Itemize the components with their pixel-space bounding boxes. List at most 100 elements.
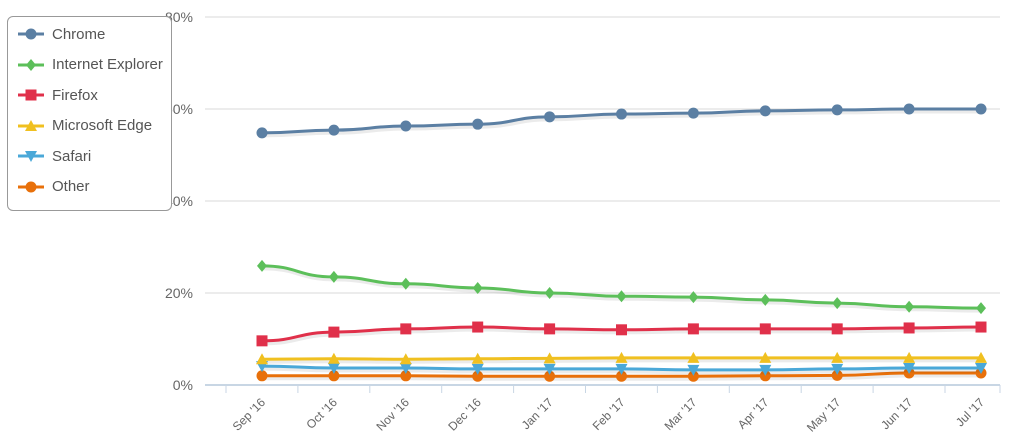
legend-square-icon (18, 89, 44, 101)
data-point (687, 351, 700, 363)
x-tick-label: Jun '17 (878, 395, 915, 432)
data-point (760, 293, 771, 306)
data-point (544, 323, 556, 335)
data-point (472, 370, 484, 382)
x-tick-label: Feb '17 (590, 395, 628, 433)
data-point (544, 287, 555, 299)
data-point (975, 103, 987, 115)
data-point (256, 370, 268, 382)
data-point (328, 370, 340, 382)
data-point (257, 259, 267, 272)
data-point (399, 362, 412, 374)
x-tick-label: Dec '16 (445, 395, 484, 434)
legend-item[interactable]: Other (18, 177, 90, 197)
data-point (400, 370, 412, 382)
data-point (687, 370, 699, 382)
legend-label: Microsoft Edge (52, 117, 153, 134)
x-tick-label: May '17 (804, 395, 844, 435)
legend: Chrome Internet Explorer Firefox Microsoft … (7, 16, 172, 211)
data-point (471, 363, 484, 375)
data-point (975, 351, 987, 363)
data-point (543, 363, 556, 375)
series-other (256, 367, 987, 382)
data-point (687, 364, 700, 376)
data-point (256, 127, 268, 139)
data-point (328, 270, 339, 283)
data-point (759, 351, 772, 363)
legend-item[interactable]: Internet Explorer (18, 55, 163, 75)
data-point (616, 324, 627, 336)
legend-circle-icon (18, 28, 44, 40)
x-tick-label: Jul '17 (953, 395, 987, 429)
data-point (832, 297, 843, 310)
data-point (327, 352, 340, 364)
data-point (903, 351, 916, 363)
data-point (831, 323, 843, 335)
data-point (759, 364, 772, 376)
data-point (400, 120, 412, 132)
data-point (544, 370, 556, 382)
data-point (975, 321, 987, 333)
data-point (831, 104, 843, 116)
series-chrome (256, 103, 987, 139)
data-point (615, 351, 628, 363)
legend-marker (25, 181, 37, 192)
data-point (687, 323, 699, 335)
x-tick-label: Sep '16 (230, 395, 269, 434)
legend-label: Chrome (52, 25, 106, 43)
x-tick-label: Mar '17 (662, 395, 700, 433)
legend-item[interactable]: Safari (18, 146, 91, 166)
data-point (256, 335, 268, 347)
legend-triangle-icon (18, 119, 44, 131)
data-point (687, 107, 699, 119)
legend-item[interactable]: Microsoft Edge (18, 116, 152, 136)
legend-marker (26, 58, 36, 71)
x-tick-label: Nov '16 (374, 395, 413, 434)
data-point (400, 323, 412, 335)
legend-label: Safari (52, 147, 92, 165)
data-point (903, 362, 916, 374)
legend-item[interactable]: Firefox (18, 85, 98, 105)
legend-marker (25, 119, 37, 131)
data-point (616, 108, 627, 120)
legend-marker (25, 151, 37, 162)
data-point (544, 111, 556, 123)
x-tick-label: Oct '16 (304, 395, 341, 432)
data-point (616, 370, 627, 382)
data-point (399, 353, 412, 365)
y-tick-label: 20% (165, 285, 193, 301)
x-tick-label: Apr '17 (735, 395, 772, 432)
data-point (472, 281, 483, 294)
data-point (543, 352, 556, 364)
series-internet-explorer (257, 259, 986, 315)
data-point (688, 291, 699, 304)
data-point (328, 124, 340, 136)
data-point (328, 326, 340, 338)
legend-diamond-icon (18, 58, 44, 71)
data-point (471, 352, 484, 364)
legend-triangle-down-icon (18, 151, 44, 162)
data-point (759, 105, 771, 117)
data-point (327, 362, 340, 374)
legend-label: Firefox (52, 86, 98, 104)
data-point (400, 277, 411, 290)
data-point (615, 363, 628, 375)
data-point (903, 103, 915, 115)
legend-item[interactable]: Chrome (18, 24, 105, 44)
data-point (759, 323, 771, 335)
legend-marker (25, 89, 37, 101)
legend-circle-icon (18, 181, 44, 192)
data-point (975, 362, 987, 374)
series-microsoft-edge (256, 351, 987, 365)
y-tick-label: 0% (173, 377, 193, 393)
series-safari (256, 361, 987, 376)
legend-marker (25, 28, 37, 40)
data-point (903, 322, 915, 334)
x-tick-label: Jan '17 (519, 395, 556, 432)
legend-label: Internet Explorer (52, 56, 163, 73)
legend-label: Other (52, 178, 90, 195)
data-point (616, 290, 627, 303)
data-point (472, 321, 484, 333)
data-point (976, 302, 986, 315)
